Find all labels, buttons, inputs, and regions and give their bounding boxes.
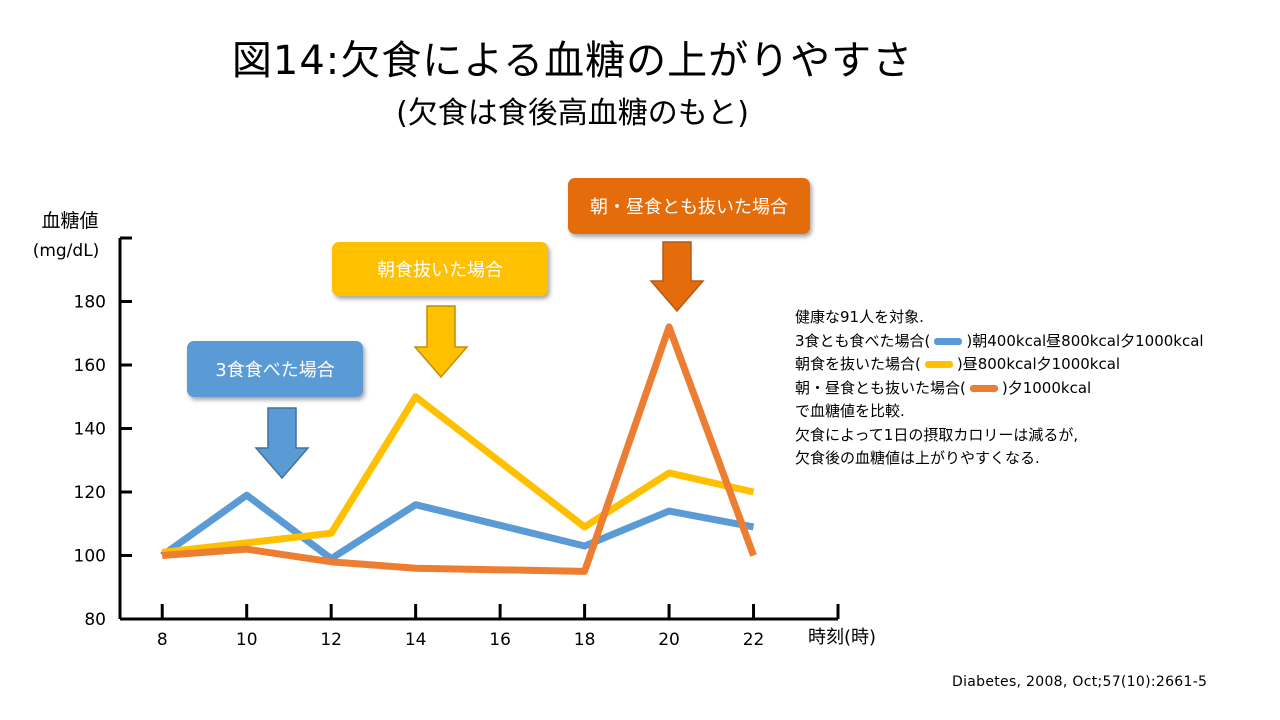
x-tick-label: 14 [405,630,427,650]
note-line-skip-breakfast-lunch: 朝・昼食とも抜いた場合( )夕1000kcal [795,377,1265,401]
orange-legend-swatch [969,384,998,392]
note-label: 3食とも食べた場合( [795,331,931,350]
x-tick-label: 22 [743,630,765,650]
arrow-down-icon [254,407,310,480]
x-tick-label: 12 [320,630,342,650]
note-line-conclusion: 欠食後の血糖値は上がりやすくなる. [795,449,1040,467]
blue-legend-swatch [934,337,963,345]
citation: Diabetes, 2008, Oct;57(10):2661-5 [952,674,1208,690]
y-tick-label: 160 [74,356,106,376]
x-tick-label: 16 [489,630,511,650]
note-kcal: )夕1000kcal [1001,378,1092,397]
y-tick-label: 180 [74,293,106,313]
x-tick-label: 10 [236,630,258,650]
y-axis-unit-label: (mg/dL) [33,241,100,261]
series-line-skip-breakfast [161,393,755,556]
x-axis-label: 時刻(時) [808,627,876,648]
note-label: 朝食を抜いた場合( [795,355,921,373]
note-line-three-meals: 3食とも食べた場合( )朝400kcal昼800kcal夕1000kcal [795,330,1265,354]
note-line-calories: 欠食によって1日の摂取カロリーは減るが, [795,425,1079,444]
y-axis-label: 血糖値 [41,210,98,232]
study-notes: 健康な91人を対象. 3食とも食べた場合( )朝400kcal昼800kcal夕1… [795,306,1265,471]
note-line-skip-breakfast: 朝食を抜いた場合( )昼800kcal夕1000kcal [795,353,1265,377]
y-tick-label: 140 [74,420,106,440]
yellow-legend-swatch [924,361,953,368]
y-tick-label: 80 [84,610,106,630]
callout-three-meals: 3食食べた場合 [187,341,363,397]
page-title: 図14:欠食による血糖の上がりやすさ [231,38,914,84]
arrow-down-icon [413,305,469,379]
series-line-three-meals [160,491,755,563]
page-subtitle: (欠食は食後高血糖のもと) [396,96,749,131]
callout-skip-breakfast-lunch: 朝・昼食とも抜いた場合 [568,178,810,234]
y-tick-label: 120 [74,483,106,503]
note-line-subjects: 健康な91人を対象. [795,308,924,326]
note-kcal: )昼800kcal夕1000kcal [956,355,1121,373]
note-kcal: )朝400kcal昼800kcal夕1000kcal [966,331,1204,350]
y-tick-label: 100 [74,547,106,567]
x-tick-label: 20 [658,630,680,650]
callout-skip-breakfast: 朝食抜いた場合 [332,242,548,296]
note-label: 朝・昼食とも抜いた場合( [795,378,966,397]
x-tick-label: 18 [574,630,596,650]
note-line-compare: で血糖値を比較. [795,402,905,420]
arrow-down-icon [649,241,705,313]
series-line-skip-breakfast-lunch [161,323,757,575]
x-tick-label: 8 [157,630,168,650]
